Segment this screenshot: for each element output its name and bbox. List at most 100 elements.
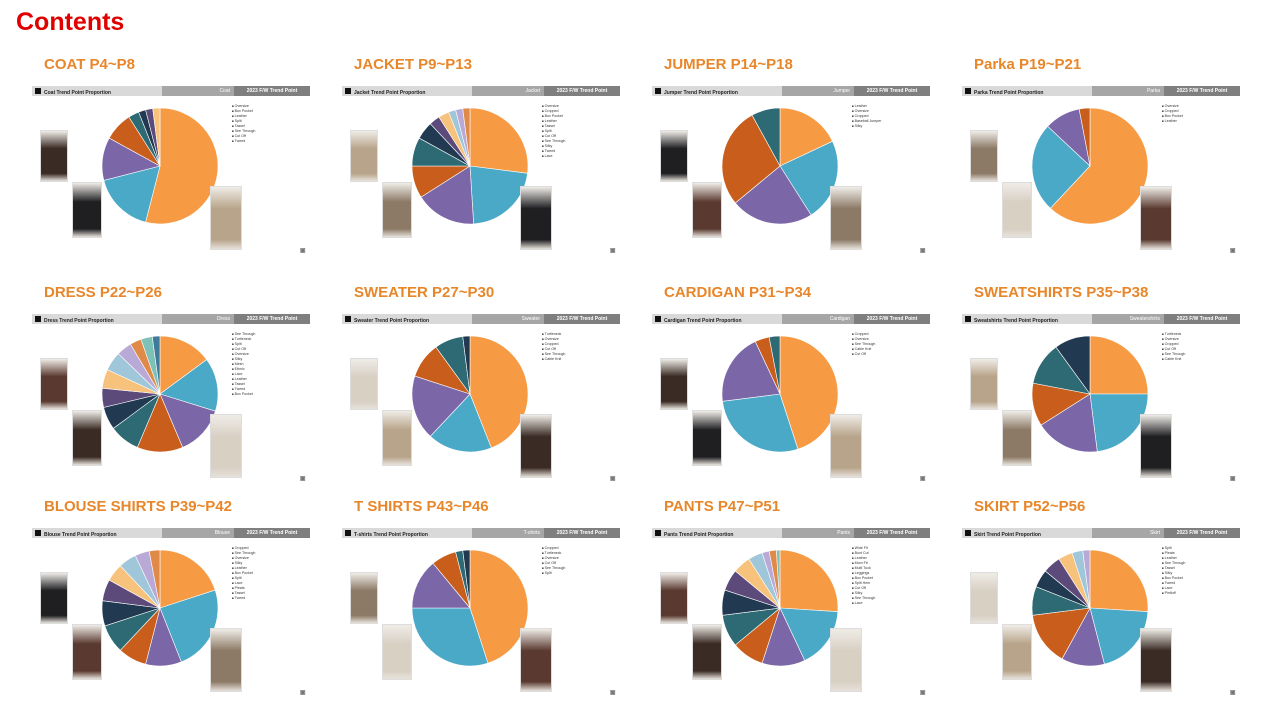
slide-thumbnail: Dress Trend Point Proportion Dress 2023 F/… [32, 314, 310, 486]
legend-item: Turtleneck [542, 332, 565, 337]
section-title[interactable]: JUMPER P14~P18 [664, 56, 793, 73]
legend-item: Split [542, 571, 565, 576]
slide-thumbnail: Skirt Trend Point Proportion Skirt 2023 F/… [962, 528, 1240, 700]
legend-item: Turtleneck [542, 551, 565, 556]
brand-logo: ▣ [609, 248, 616, 254]
pie-chart [411, 549, 529, 667]
legend-item: Cropped [1162, 342, 1185, 347]
slide-category: Pants [782, 528, 854, 538]
section-title[interactable]: COAT P4~P8 [44, 56, 136, 73]
legend-item: Cut Off [542, 347, 565, 352]
pie-chart [721, 335, 839, 453]
legend-item: Silky [852, 124, 881, 129]
section-title[interactable]: DRESS P22~P26 [44, 284, 162, 301]
slide-category: T-shirts [472, 528, 544, 538]
pie-slice-3 [721, 114, 781, 204]
section-11[interactable]: SKIRT P52~P56 Skirt Trend Point Proportio… [950, 498, 1250, 708]
legend-item: Oversize [852, 109, 881, 114]
legend-item: Lace [1162, 586, 1185, 591]
pie-slice-4 [768, 335, 781, 395]
legend-item: Oversize [852, 337, 875, 342]
section-title[interactable]: SKIRT P52~P56 [974, 498, 1086, 515]
legend-item: See Through [542, 352, 566, 357]
pie-slice-1 [429, 393, 492, 453]
model-photo [830, 628, 862, 692]
slide-header-title: Sweatshirts Trend Point Proportion [962, 314, 1092, 324]
model-photo [382, 624, 412, 680]
square-bullet-icon [35, 88, 41, 94]
slide-category: Coat [162, 86, 234, 96]
section-1[interactable]: JACKET P9~P13 Jacket Trend Point Proporti… [330, 56, 630, 266]
model-photo [520, 186, 552, 250]
pie-slice-10 [462, 107, 471, 167]
section-6[interactable]: CARDIGAN P31~P34 Cardigan Trend Point Pro… [640, 284, 940, 494]
legend-item: Lace [852, 601, 875, 606]
legend-item: Leggings [852, 571, 875, 576]
model-photo [970, 358, 998, 410]
section-title[interactable]: SWEATSHIRTS P35~P38 [974, 284, 1149, 301]
section-9[interactable]: T SHIRTS P43~P46 T-shirts Trend Point Pro… [330, 498, 630, 708]
legend-item: Pleats [1162, 551, 1185, 556]
square-bullet-icon [655, 88, 661, 94]
legend-item: Mom Fit [852, 561, 875, 566]
legend-item: See Through [542, 139, 566, 144]
pie-slice-7 [152, 107, 161, 167]
slide-category: Skirt [1092, 528, 1164, 538]
slide-season: 2023 F/W Trend Point [1164, 314, 1240, 324]
section-title[interactable]: T SHIRTS P43~P46 [354, 498, 489, 515]
pie-slice-2 [411, 375, 471, 437]
slide-season: 2023 F/W Trend Point [854, 86, 930, 96]
slide-header-title: Jumper Trend Point Proportion [652, 86, 782, 96]
slide-header-title: Blouse Trend Point Proportion [32, 528, 162, 538]
section-8[interactable]: BLOUSE SHIRTS P39~P42 Blouse Trend Point … [20, 498, 320, 708]
slide-category: Jacket [472, 86, 544, 96]
brand-logo: ▣ [919, 690, 926, 696]
section-4[interactable]: DRESS P22~P26 Dress Trend Point Proportio… [20, 284, 320, 494]
section-2[interactable]: JUMPER P14~P18 Jumper Trend Point Proport… [640, 56, 940, 266]
section-10[interactable]: PANTS P47~P51 Pants Trend Point Proportio… [640, 498, 940, 708]
model-photo [72, 624, 102, 680]
slide-season: 2023 F/W Trend Point [544, 528, 620, 538]
chart-legend: TurtleneckOversizeCroppedCut OffSee Thro… [542, 332, 566, 362]
model-photo [520, 414, 552, 478]
legend-item: Leather [232, 114, 255, 119]
section-7[interactable]: SWEATSHIRTS P35~P38 Sweatshirts Trend Poi… [950, 284, 1250, 494]
legend-item: See Through [852, 342, 876, 347]
model-photo [40, 358, 68, 410]
pie-slice-0 [779, 107, 833, 167]
pie-slice-0 [469, 335, 529, 449]
slide-season: 2023 F/W Trend Point [1164, 86, 1240, 96]
section-title[interactable]: PANTS P47~P51 [664, 498, 781, 515]
legend-item: Split [232, 119, 255, 124]
section-title[interactable]: Parka P19~P21 [974, 56, 1082, 73]
model-photo [210, 628, 242, 692]
chart-legend: OversizeCroppedBox PocketLeather [1162, 104, 1183, 124]
legend-item: Tweed [232, 139, 255, 144]
legend-item: Leather [232, 566, 255, 571]
slide-category: Dress [162, 314, 234, 324]
legend-item: Cut Off [852, 586, 875, 591]
brand-logo: ▣ [299, 476, 306, 482]
pie-slice-5 [1055, 335, 1091, 395]
pie-slice-5 [462, 335, 471, 395]
section-5[interactable]: SWEATER P27~P30 Sweater Trend Point Propo… [330, 284, 630, 494]
section-title[interactable]: SWEATER P27~P30 [354, 284, 495, 301]
section-title[interactable]: CARDIGAN P31~P34 [664, 284, 812, 301]
section-0[interactable]: COAT P4~P8 Coat Trend Point Proportion Coa… [20, 56, 320, 266]
section-title[interactable]: JACKET P9~P13 [354, 56, 472, 73]
pie-slice-4 [751, 107, 781, 167]
legend-item: Oversize [1162, 104, 1183, 109]
slide-header: Sweatshirts Trend Point Proportion Sweate… [962, 314, 1240, 324]
chart-legend: CroppedSee ThroughOversizeSilkyLeatherBo… [232, 546, 256, 601]
legend-item: Turtleneck [1162, 332, 1185, 337]
section-title[interactable]: BLOUSE SHIRTS P39~P42 [44, 498, 232, 515]
legend-item: Silky [232, 561, 255, 566]
pie-chart [721, 107, 839, 225]
slide-season: 2023 F/W Trend Point [854, 314, 930, 324]
slide-header: Pants Trend Point Proportion Pants 2023 F/… [652, 528, 930, 538]
slide-season: 2023 F/W Trend Point [1164, 528, 1240, 538]
model-photo [660, 130, 688, 182]
slide-header: Coat Trend Point Proportion Coat 2023 F/W … [32, 86, 310, 96]
legend-item: Oversize [542, 337, 565, 342]
section-3[interactable]: Parka P19~P21 Parka Trend Point Proportio… [950, 56, 1250, 266]
